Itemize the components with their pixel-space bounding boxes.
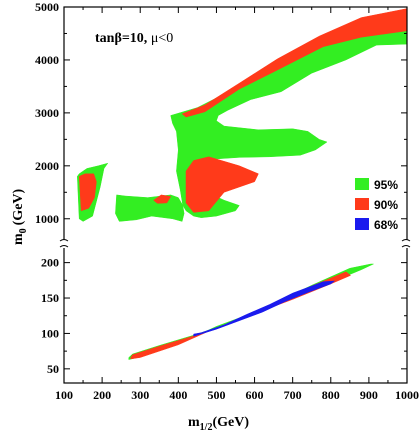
x-axis-label: m1/2(GeV) xyxy=(188,415,249,433)
y-lower-tick-label-150: 150 xyxy=(41,291,59,305)
y-axis-label-unit: (GeV) xyxy=(11,188,26,225)
x-tick-label-500: 500 xyxy=(207,388,225,402)
region-90-lower-7 xyxy=(130,271,351,360)
y-lower-tick-label-200: 200 xyxy=(41,256,59,270)
legend: 95% 90% 68% xyxy=(355,178,398,232)
y-upper-tick-label-1000: 1000 xyxy=(35,212,59,226)
x-tick-label-100: 100 xyxy=(55,388,73,402)
legend-label-68: 68% xyxy=(374,218,398,232)
region-68-lower-8 xyxy=(193,280,335,337)
y-upper-tick-label-2000: 2000 xyxy=(35,159,59,173)
x-tick-label-300: 300 xyxy=(131,388,149,402)
annotation-mu: μ<0 xyxy=(151,31,173,46)
x-tick-label-700: 700 xyxy=(284,388,302,402)
axis-break-right xyxy=(401,239,411,248)
upper-regions-layer xyxy=(77,8,408,222)
axis-break-left xyxy=(59,239,69,248)
legend-label-95: 95% xyxy=(374,178,398,192)
plot-frame xyxy=(63,6,408,384)
annotation: tanβ=10, μ<0 xyxy=(95,31,173,46)
y-axis-label-sub: 0 xyxy=(18,228,29,233)
region-90-upper-2 xyxy=(78,173,97,212)
y-axis-label: m0 (GeV) xyxy=(11,188,29,245)
y-upper-tick-label-4000: 4000 xyxy=(35,53,59,67)
legend-swatch-95 xyxy=(355,178,369,190)
y-lower-tick-label-100: 100 xyxy=(41,326,59,340)
x-tick-label-600: 600 xyxy=(246,388,264,402)
y-lower-ticks: 50 100 150 200 xyxy=(41,256,407,376)
legend-label-90: 90% xyxy=(374,198,398,212)
y-upper-tick-label-3000: 3000 xyxy=(35,106,59,120)
y-upper-tick-label-5000: 5000 xyxy=(35,0,59,14)
y-upper-ticks: 1000 2000 3000 4000 5000 xyxy=(35,0,407,226)
lower-regions-layer xyxy=(128,263,374,360)
x-tick-label-1000: 1000 xyxy=(395,388,419,402)
x-ticks: 100 200 300 400 500 600 700 800 900 1000 xyxy=(55,7,419,402)
x-tick-label-400: 400 xyxy=(169,388,187,402)
y-lower-tick-label-50: 50 xyxy=(47,362,59,376)
x-tick-label-800: 800 xyxy=(322,388,340,402)
x-axis-label-sub: 1/2 xyxy=(200,422,213,433)
region-90-upper-4 xyxy=(185,156,259,213)
x-axis-label-main: m xyxy=(188,415,200,430)
annotation-prefix: tanβ=10, xyxy=(95,31,151,46)
legend-swatch-68 xyxy=(355,218,369,230)
x-tick-label-900: 900 xyxy=(360,388,378,402)
region-90-upper-3 xyxy=(153,194,171,204)
x-axis-label-unit: (GeV) xyxy=(212,415,249,430)
x-tick-label-200: 200 xyxy=(93,388,111,402)
legend-swatch-90 xyxy=(355,198,369,210)
y-axis-label-main: m xyxy=(11,233,26,245)
